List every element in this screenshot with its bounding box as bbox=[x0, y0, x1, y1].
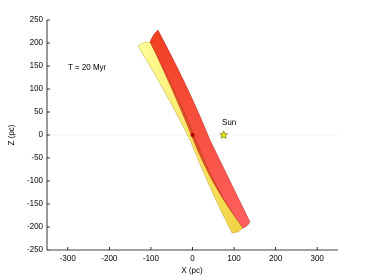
x-tick-label: 300 bbox=[311, 254, 325, 263]
point bbox=[219, 130, 229, 139]
ribbon-ridge bbox=[150, 42, 243, 228]
x-tick-label: -200 bbox=[101, 254, 118, 263]
x-tick-label: -100 bbox=[143, 254, 160, 263]
y-tick-label: 250 bbox=[30, 15, 44, 24]
x-tick-label: 100 bbox=[227, 254, 241, 263]
y-tick-label: -100 bbox=[27, 176, 44, 185]
y-tick-label: -200 bbox=[27, 222, 44, 231]
y-tick-label: 0 bbox=[39, 130, 44, 139]
x-tick-label: 0 bbox=[190, 254, 195, 263]
y-tick-label: 200 bbox=[30, 38, 44, 47]
x-tick-label: -300 bbox=[60, 254, 77, 263]
time-annotation: T = 20 Myr bbox=[68, 63, 107, 72]
y-tick-label: -150 bbox=[27, 199, 44, 208]
ribbon-outer-face bbox=[149, 29, 251, 229]
x-tick-label: 200 bbox=[269, 254, 283, 263]
y-tick-label: 150 bbox=[30, 61, 44, 70]
ribbon bbox=[137, 29, 251, 234]
y-axis-label: Z (pc) bbox=[7, 124, 16, 145]
x-axis-label: X (pc) bbox=[181, 266, 203, 275]
y-tick-label: -50 bbox=[31, 153, 43, 162]
point bbox=[190, 133, 195, 137]
y-tick-label: -250 bbox=[27, 245, 44, 254]
y-tick-label: 50 bbox=[34, 107, 43, 116]
y-tick-label: 100 bbox=[30, 84, 44, 93]
sun-annotation: Sun bbox=[222, 118, 236, 127]
